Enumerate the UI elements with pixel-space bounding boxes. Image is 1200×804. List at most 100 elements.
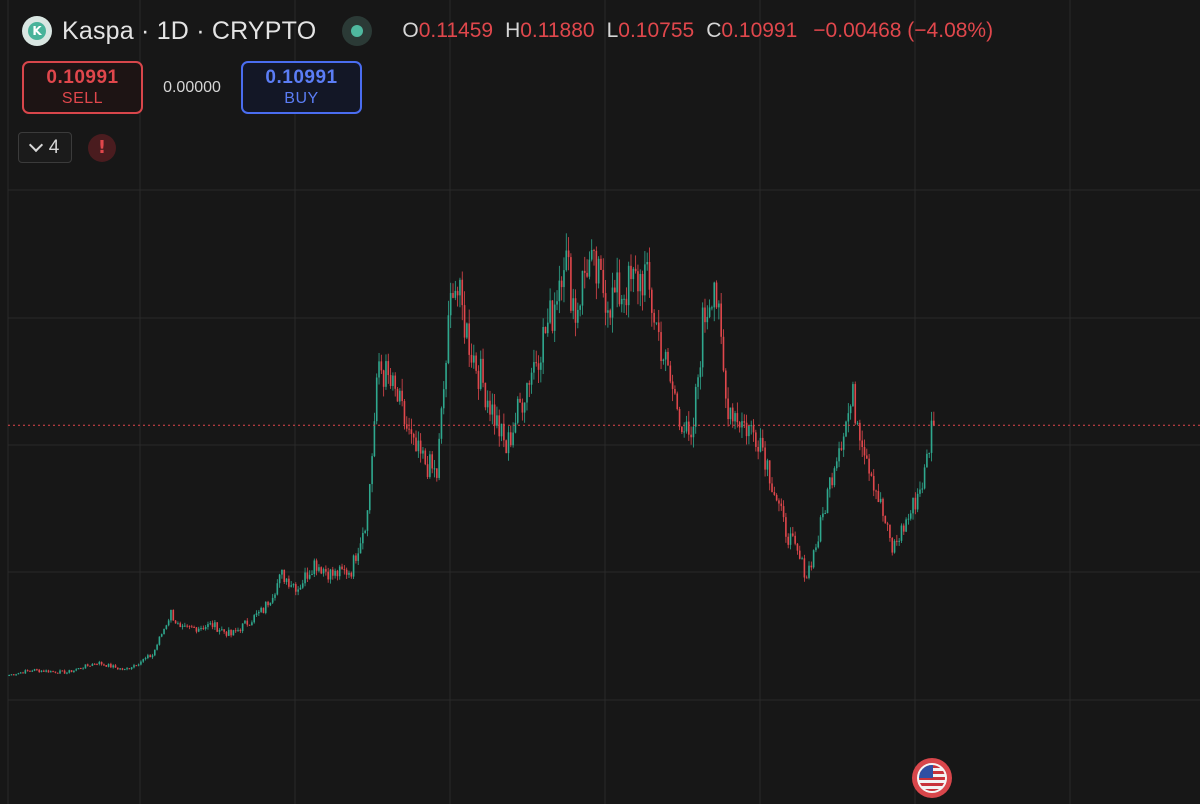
- sell-label: SELL: [61, 90, 104, 107]
- candle-up: [556, 301, 558, 305]
- indicators-toggle-button[interactable]: 4: [18, 132, 72, 163]
- candle-up: [75, 669, 78, 671]
- candle-up: [442, 389, 445, 409]
- candle-down: [121, 668, 124, 670]
- candle-down: [135, 665, 138, 667]
- candle-down: [230, 629, 232, 636]
- candle-up: [151, 655, 154, 658]
- candle-up: [819, 517, 822, 542]
- candle-down: [248, 624, 251, 626]
- candle-up: [112, 665, 114, 668]
- candle-up: [856, 422, 859, 424]
- candle-up: [789, 533, 792, 545]
- low-label: L: [606, 19, 619, 42]
- candle-up: [563, 270, 565, 288]
- candle-up: [251, 622, 253, 626]
- candle-up: [163, 628, 165, 635]
- candle-down: [752, 425, 755, 433]
- candle-down: [886, 523, 889, 525]
- candle-up: [847, 413, 850, 422]
- candle-up: [632, 268, 635, 280]
- candle-down: [190, 626, 193, 628]
- candle-down: [859, 422, 861, 441]
- candle-up: [718, 303, 720, 308]
- candle-up: [454, 290, 457, 298]
- candle-up: [19, 672, 22, 674]
- candle-down: [775, 494, 778, 501]
- candle-up: [165, 625, 168, 629]
- candle-down: [54, 671, 57, 673]
- candle-up: [422, 450, 424, 454]
- candle-up: [281, 569, 283, 575]
- candle-down: [778, 500, 780, 504]
- market-status-icon[interactable]: [342, 16, 373, 46]
- candle-down: [787, 536, 790, 545]
- candle-down: [80, 668, 82, 670]
- close-label: C: [706, 19, 722, 42]
- buy-price: 0.10991: [265, 67, 338, 88]
- candle-down: [63, 670, 66, 674]
- candle-up: [701, 307, 704, 368]
- candle-down: [595, 250, 598, 284]
- buy-button[interactable]: 0.10991 BUY: [241, 61, 362, 114]
- candle-up: [357, 553, 360, 561]
- candle-up: [338, 566, 341, 577]
- sell-button[interactable]: 0.10991 SELL: [22, 61, 143, 114]
- candle-up: [15, 674, 17, 676]
- candle-down: [103, 664, 105, 666]
- candle-down: [93, 663, 96, 665]
- candle-up: [227, 629, 230, 636]
- candle-up: [158, 636, 161, 645]
- candle-up: [588, 259, 591, 277]
- candle-down: [186, 625, 188, 627]
- candle-up: [429, 454, 431, 477]
- indicator-row: 4 !: [18, 132, 116, 163]
- candle-up: [835, 461, 838, 469]
- symbol-title[interactable]: Kaspa · 1D · CRYPTO: [62, 16, 317, 45]
- candle-up: [84, 664, 87, 669]
- kaspa-logo-icon[interactable]: K: [22, 16, 52, 46]
- candle-down: [782, 506, 785, 518]
- candle-down: [489, 400, 491, 415]
- candle-down: [283, 569, 286, 583]
- candle-up: [66, 672, 68, 674]
- warning-icon[interactable]: !: [88, 133, 116, 162]
- candle-up: [77, 668, 80, 670]
- sell-price: 0.10991: [46, 67, 119, 88]
- candle-up: [371, 456, 373, 485]
- candle-down: [105, 665, 108, 667]
- candle-up: [692, 426, 695, 438]
- us-flag-icon[interactable]: [912, 758, 952, 798]
- candle-down: [630, 265, 632, 280]
- candle-up: [748, 425, 750, 437]
- candle-down: [882, 498, 884, 516]
- candle-down: [868, 458, 870, 474]
- candle-up: [644, 264, 646, 296]
- candle-down: [593, 250, 595, 252]
- candle-down: [641, 274, 644, 296]
- candle-up: [930, 420, 933, 453]
- candle-up: [276, 583, 279, 595]
- candle-up: [45, 670, 47, 672]
- candle-up: [759, 437, 762, 452]
- spread-value: 0.00000: [163, 78, 221, 96]
- candle-up: [473, 355, 475, 363]
- candle-up: [137, 664, 140, 666]
- candle-down: [419, 440, 422, 454]
- candle-up: [919, 489, 921, 494]
- candle-down: [26, 670, 29, 672]
- candle-up: [31, 670, 34, 672]
- market-status-dot: [351, 25, 364, 37]
- candle-up: [697, 377, 699, 387]
- candle-down: [602, 269, 605, 294]
- candle-down: [477, 370, 480, 389]
- candle-up: [898, 540, 900, 542]
- candle-down: [537, 363, 540, 370]
- candle-down: [773, 492, 776, 495]
- candle-up: [921, 488, 924, 490]
- candle-up: [200, 628, 202, 630]
- candle-down: [667, 351, 669, 366]
- candle-down: [188, 625, 191, 627]
